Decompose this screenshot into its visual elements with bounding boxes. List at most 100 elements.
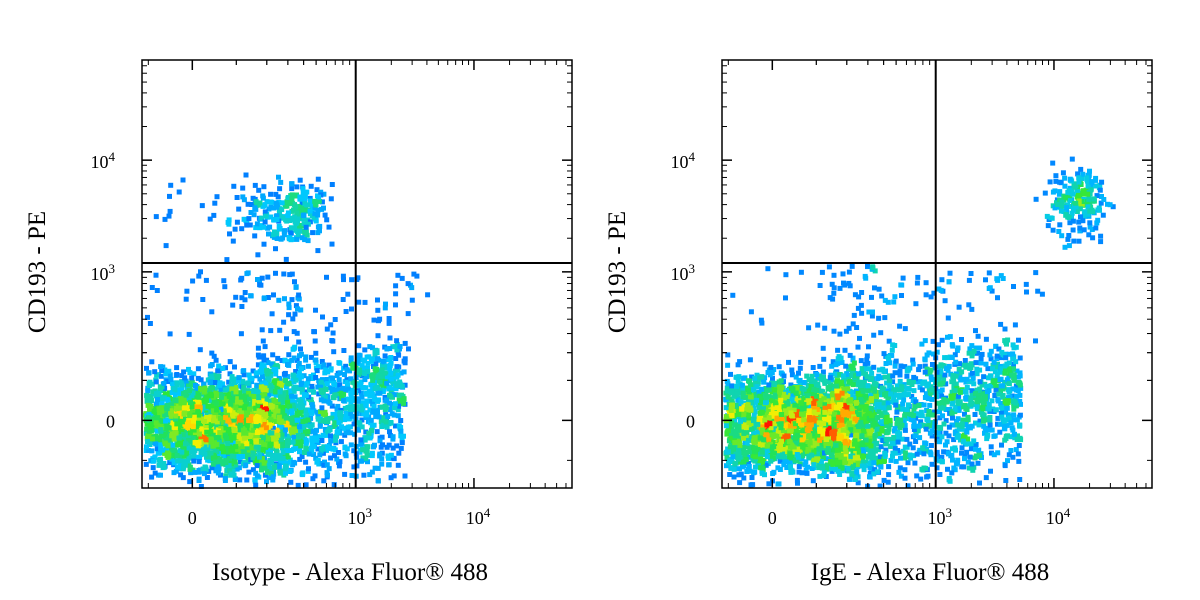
event-dot (216, 465, 222, 471)
event-dot (149, 427, 155, 433)
event-dot (269, 441, 275, 447)
event-dot (191, 371, 197, 377)
event-dot (394, 347, 400, 353)
event-dot (797, 429, 803, 435)
event-dot (306, 408, 312, 414)
event-dot (188, 400, 193, 406)
event-dot (328, 378, 334, 384)
event-dot (154, 414, 160, 420)
event-dot (230, 390, 236, 396)
event-dot (292, 384, 298, 390)
event-dot (293, 227, 299, 233)
event-dot (213, 357, 219, 363)
event-dot (319, 446, 325, 451)
event-dot (371, 403, 377, 409)
event-dot (262, 202, 268, 208)
event-dot (178, 398, 183, 404)
event-dot (344, 367, 350, 373)
event-dot (396, 450, 402, 456)
event-dot (208, 397, 214, 403)
event-dot (212, 200, 218, 206)
event-dot (326, 466, 332, 472)
event-dot (164, 406, 170, 412)
event-dot (215, 373, 221, 379)
event-dot (150, 389, 156, 395)
event-dot (244, 222, 250, 228)
event-dot (391, 473, 397, 479)
event-dot (288, 479, 294, 485)
event-dot (269, 361, 275, 367)
event-dot (217, 442, 223, 447)
event-dot (217, 450, 223, 456)
event-dot (167, 331, 173, 337)
event-dot (285, 362, 290, 367)
event-dot (355, 426, 361, 432)
event-dot (204, 393, 210, 399)
event-dot (226, 463, 232, 469)
event-dot (245, 459, 251, 465)
event-dot (256, 408, 262, 414)
event-dot (145, 417, 151, 422)
event-dot (312, 198, 318, 204)
event-dot (370, 356, 376, 362)
event-dot (324, 217, 330, 223)
event-dot (331, 445, 337, 451)
event-dot (320, 432, 326, 438)
event-dot (381, 359, 387, 365)
event-dot (145, 388, 151, 394)
event-dot (815, 381, 821, 387)
event-dot (200, 297, 206, 302)
event-dot (254, 373, 260, 379)
event-dot (821, 356, 827, 362)
event-dot (179, 373, 185, 379)
event-dot (327, 427, 333, 433)
event-dot (317, 423, 323, 429)
event-dot (309, 201, 315, 207)
event-dot (309, 422, 315, 428)
event-dot (168, 376, 174, 382)
event-dot (795, 480, 800, 486)
event-dot (241, 431, 247, 437)
event-dot (797, 461, 803, 467)
event-dot (160, 433, 166, 439)
event-dot (186, 366, 191, 372)
event-dot (208, 379, 213, 385)
event-dot (763, 462, 769, 468)
event-dot (303, 224, 309, 230)
event-dot (363, 385, 369, 391)
event-dot (203, 425, 209, 431)
event-dot (181, 431, 186, 437)
event-dot (264, 396, 270, 402)
event-dot (189, 381, 195, 387)
event-dot (334, 430, 340, 435)
event-dot (195, 375, 201, 381)
event-dot (289, 196, 295, 202)
event-dot (264, 417, 270, 423)
event-dot (259, 215, 265, 221)
event-dot (388, 475, 394, 481)
event-dot (240, 454, 245, 459)
event-dot (259, 410, 265, 415)
event-dot (322, 394, 328, 400)
event-dot (150, 417, 156, 422)
event-dot (147, 321, 153, 326)
event-dot (173, 430, 179, 436)
event-dot (270, 445, 276, 451)
event-dot (347, 407, 353, 412)
event-dot (212, 455, 218, 461)
event-dot (194, 404, 200, 410)
event-dot (292, 279, 297, 285)
event-dots (143, 172, 431, 489)
event-dot (295, 204, 301, 210)
event-dot (361, 365, 367, 371)
event-dot (394, 338, 400, 344)
event-dot (239, 295, 245, 301)
event-dot (340, 297, 346, 302)
event-dot (267, 224, 273, 230)
x-tick-label: 103 (347, 505, 372, 529)
event-dot (388, 394, 394, 400)
event-dot (234, 219, 240, 225)
event-dot (229, 374, 235, 380)
event-dot (279, 443, 285, 449)
event-dot (271, 205, 277, 211)
